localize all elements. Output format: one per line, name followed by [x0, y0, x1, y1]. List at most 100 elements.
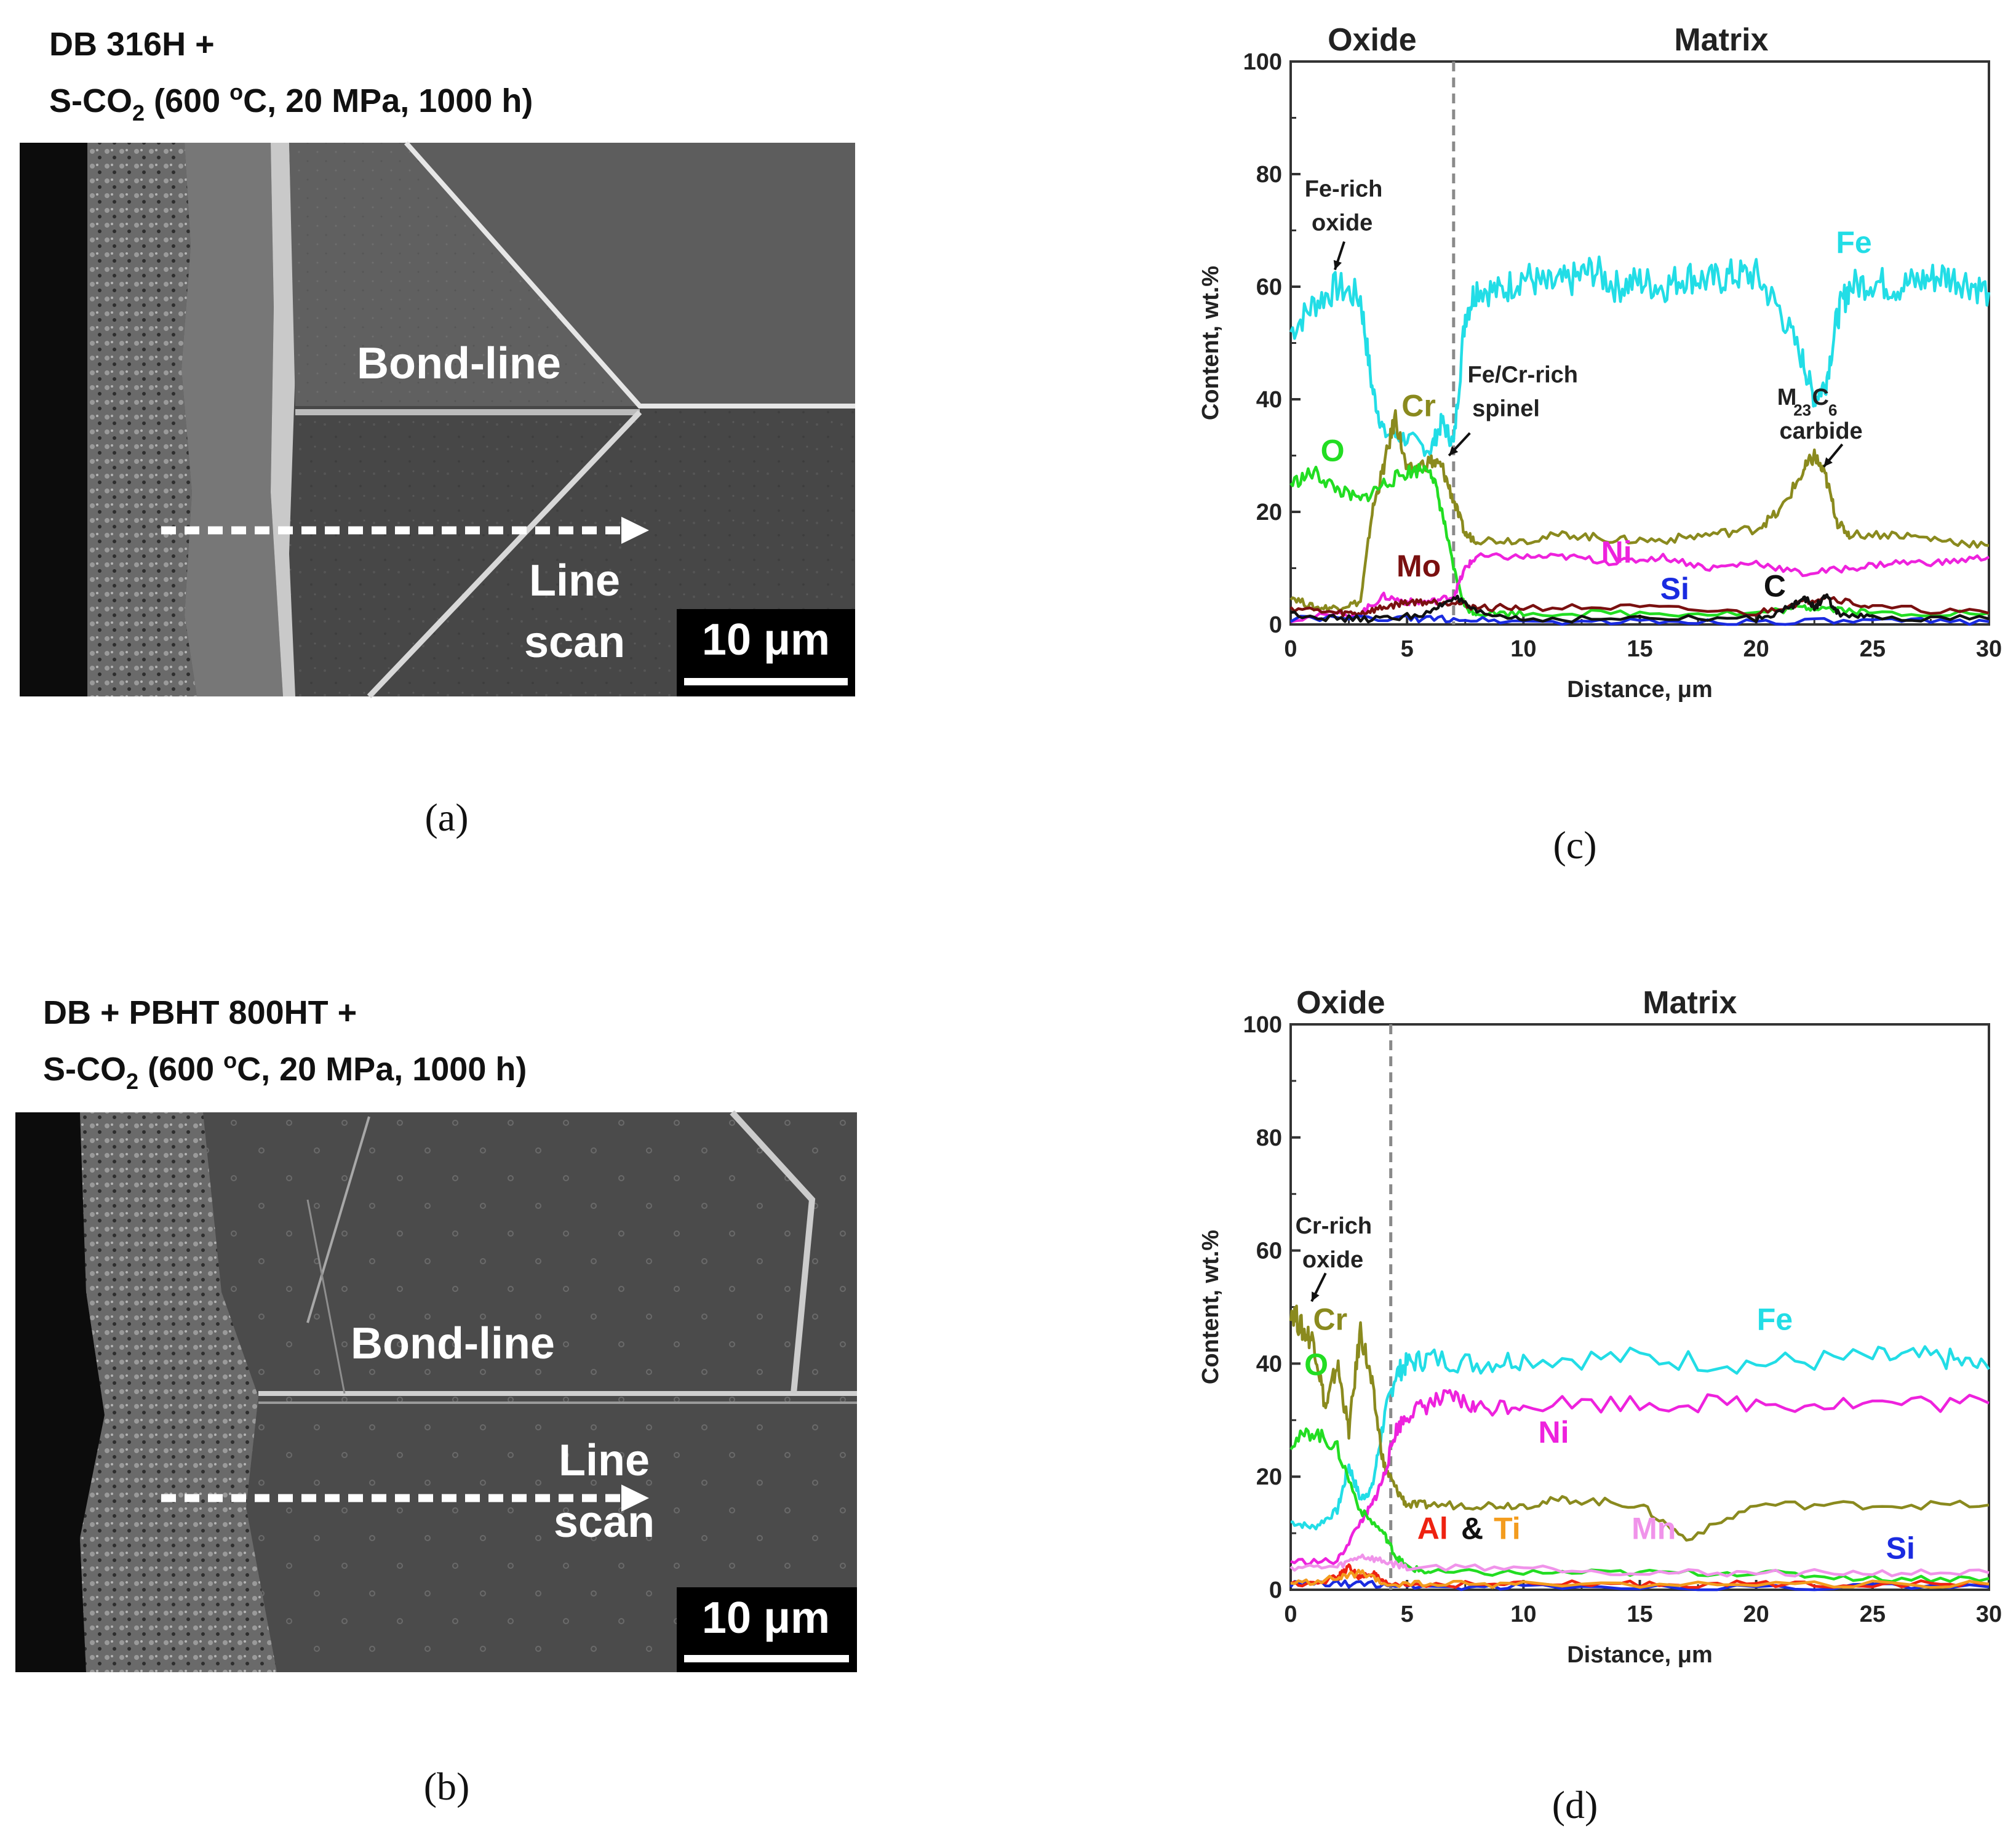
y-tick-label: 60 — [1256, 1238, 1282, 1264]
y-tick-label: 80 — [1256, 1125, 1282, 1151]
x-tick-label: 20 — [1743, 1601, 1769, 1627]
x-tick-label: 10 — [1510, 1601, 1536, 1627]
y-tick-label: 0 — [1269, 1577, 1282, 1603]
series-label: Cr — [1313, 1302, 1348, 1336]
series-line-mn — [1289, 1553, 1990, 1578]
series-line-ni — [1290, 552, 1990, 624]
annotation-text: Fe/Cr-rich — [1468, 362, 1578, 388]
x-tick-label: 25 — [1860, 636, 1886, 662]
y-tick-label: 100 — [1243, 1012, 1282, 1038]
x-tick-label: 0 — [1284, 636, 1297, 662]
linescan-label-b-line: Line — [559, 1436, 650, 1485]
series-label: Mo — [1396, 549, 1441, 583]
series-line-fe — [1291, 1345, 1990, 1531]
annotation-arrowhead — [1333, 260, 1342, 270]
annotation-text: oxide — [1302, 1247, 1363, 1273]
series-label: Fe — [1757, 1302, 1793, 1336]
annotation-text: 23 — [1793, 401, 1811, 419]
annotation-arrowhead — [1449, 446, 1459, 456]
annotation-arrowhead — [1312, 1291, 1320, 1302]
bondline-label-a: Bond-line — [357, 339, 561, 388]
x-tick-label: 20 — [1743, 636, 1769, 662]
panel-b-title-line2: S-CO2 (600 oC, 20 MPa, 1000 h) — [43, 1048, 527, 1094]
annotation-text: M — [1777, 385, 1797, 410]
region-label-oxide: Oxide — [1328, 22, 1417, 58]
x-tick-label: 10 — [1510, 636, 1536, 662]
chart-d: Oxide Matrix 0 5 10 15 20 25 30 0 20 40 60 80 100 Dista… — [1198, 985, 2002, 1668]
annotation-text: carbide — [1780, 418, 1863, 444]
x-tick-label: 5 — [1401, 636, 1414, 662]
y-tick-label: 80 — [1256, 162, 1282, 188]
panel-a: DB 316H + S-CO2 (600 oC, 20 MPa, 1000 h)… — [20, 26, 855, 839]
y-axis-label: Content, wt.% — [1198, 266, 1224, 420]
series-line-al — [1290, 1563, 1990, 1589]
series-label: Mn — [1632, 1511, 1676, 1545]
sem-image-b — [15, 1110, 857, 1672]
linescan-label-b-scan: scan — [554, 1497, 655, 1547]
x-tick-label: 30 — [1976, 636, 2002, 662]
x-tick-label: 15 — [1627, 636, 1652, 662]
linescan-label-a-line: Line — [529, 556, 620, 605]
x-tick-label: 0 — [1284, 1601, 1297, 1627]
scale-bar-a — [677, 609, 855, 696]
series-label: Ni — [1539, 1415, 1569, 1449]
x-tick-label: 15 — [1627, 1601, 1652, 1627]
x-tick-label: 30 — [1976, 1601, 2002, 1627]
scale-bar-b-label: 10 μm — [702, 1593, 830, 1643]
series-label: Fe — [1836, 225, 1871, 260]
series-line-fe — [1289, 255, 1991, 457]
scale-bar-a-label: 10 μm — [702, 615, 830, 664]
bondline-label-b: Bond-line — [351, 1319, 555, 1368]
series-line-c — [1290, 593, 1990, 624]
series-label: O — [1321, 434, 1345, 468]
series-line-cr — [1289, 1304, 1990, 1542]
annotation-text: spinel — [1472, 396, 1540, 421]
annotation-text: Fe-rich — [1305, 177, 1383, 202]
series-label: Cr — [1401, 388, 1436, 423]
series-label: C — [1764, 568, 1786, 603]
panel-a-title-line2: S-CO2 (600 oC, 20 MPa, 1000 h) — [49, 79, 533, 126]
region-label-matrix: Matrix — [1643, 985, 1737, 1021]
series-line-ti — [1290, 1568, 1990, 1589]
series-line-cr — [1289, 409, 1990, 612]
caption-d: (d) — [1552, 1783, 1598, 1827]
y-tick-label: 20 — [1256, 500, 1282, 525]
scale-bar-b — [677, 1587, 857, 1672]
series-label: Ni — [1601, 535, 1632, 569]
series-line-o — [1289, 463, 1990, 618]
series-label: Al — [1417, 1511, 1448, 1545]
y-tick-label: 0 — [1269, 612, 1282, 638]
annotation-text: C — [1812, 385, 1828, 410]
y-tick-label: 40 — [1256, 387, 1282, 413]
annotation-text: oxide — [1312, 210, 1373, 236]
series-label: Si — [1886, 1531, 1915, 1565]
panel-b-title-line1: DB + PBHT 800HT + — [43, 994, 357, 1031]
series-label: Si — [1660, 572, 1689, 606]
annotation-text: Cr-rich — [1296, 1213, 1373, 1239]
sem-image-a — [20, 141, 855, 699]
region-label-oxide: Oxide — [1296, 985, 1385, 1021]
linescan-label-a-scan: scan — [524, 618, 625, 667]
x-axis-label: Distance, μm — [1567, 677, 1713, 703]
caption-c: (c) — [1553, 823, 1596, 867]
plot-frame — [1289, 60, 1990, 626]
series-label: O — [1304, 1347, 1328, 1382]
y-axis-label: Content, wt.% — [1198, 1230, 1224, 1384]
caption-a: (a) — [424, 795, 468, 839]
caption-b: (b) — [424, 1764, 470, 1808]
annotation-text: 6 — [1828, 401, 1837, 419]
x-tick-label: 5 — [1401, 1601, 1414, 1627]
series-label: Ti — [1494, 1511, 1521, 1545]
y-tick-label: 100 — [1243, 49, 1282, 75]
region-label-matrix: Matrix — [1674, 22, 1768, 58]
y-tick-label: 20 — [1256, 1464, 1282, 1490]
y-tick-label: 60 — [1256, 274, 1282, 300]
chart-c: Oxide Matrix 0 5 10 15 20 25 30 0 20 40 60 80 100 Dista… — [1198, 22, 2002, 703]
x-tick-label: 25 — [1860, 1601, 1886, 1627]
annotation-arrowhead — [1823, 457, 1833, 467]
panel-a-title-line1: DB 316H + — [49, 26, 215, 63]
y-tick-label: 40 — [1256, 1351, 1282, 1377]
series-label: & — [1461, 1511, 1483, 1545]
x-axis-label: Distance, μm — [1567, 1642, 1713, 1668]
